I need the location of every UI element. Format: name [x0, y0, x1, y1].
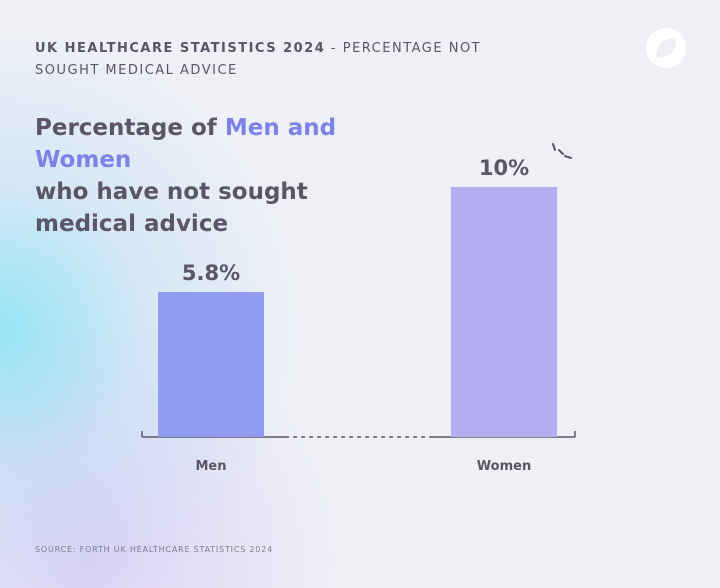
- sparkle: [552, 143, 572, 159]
- x-tick-label: Men: [195, 459, 226, 474]
- value-label: 5.8%: [182, 261, 240, 285]
- header: UK HEALTHCARE STATISTICS 2024 - PERCENTA…: [35, 38, 535, 82]
- chart-title: Percentage of Men and Women who have not …: [35, 112, 415, 240]
- source: SOURCE: FORTH UK HEALTHCARE STATISTICS 2…: [35, 545, 273, 554]
- x-tick-label: Women: [477, 459, 531, 474]
- logo: [646, 28, 686, 68]
- header-rest: - PERCENTAGE NOT SOUGHT MEDICAL ADVICE: [35, 41, 482, 78]
- bar: [158, 292, 264, 437]
- title-rest: who have not sought medical advice: [35, 179, 308, 237]
- title-highlight: Men and Women: [35, 115, 337, 173]
- title-lead: Percentage of: [35, 115, 217, 141]
- bar: [451, 187, 557, 437]
- value-label: 10%: [479, 156, 529, 180]
- header-lead: UK HEALTHCARE STATISTICS 2024: [35, 41, 326, 56]
